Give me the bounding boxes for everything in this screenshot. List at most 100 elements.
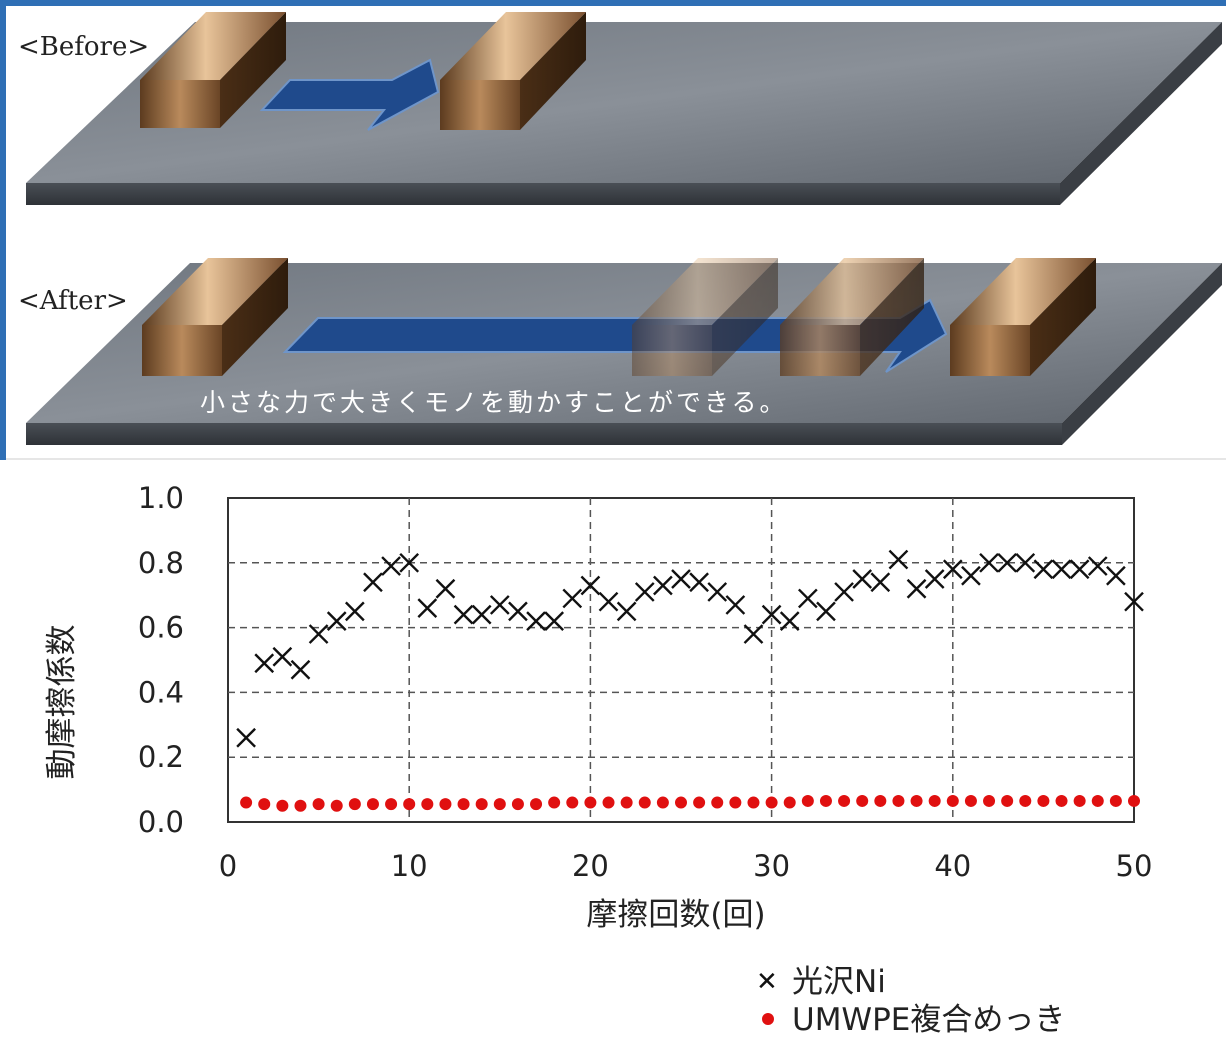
data-point-umwpe (385, 798, 398, 811)
data-point-ni (526, 611, 546, 631)
after-block-ghost-2 (780, 258, 924, 376)
data-point-ni (997, 552, 1018, 573)
data-point-umwpe (838, 794, 851, 807)
divider (6, 458, 1226, 460)
data-point-ni (653, 575, 673, 596)
data-point-ni (1033, 559, 1054, 580)
x-tick-label: 0 (219, 849, 237, 883)
x-axis-label: 摩擦回数(回) (586, 897, 765, 933)
data-point-umwpe (928, 794, 941, 807)
data-point-ni (834, 582, 854, 602)
data-point-ni (924, 569, 945, 589)
data-point-umwpe (258, 798, 271, 811)
data-point-umwpe (1055, 794, 1068, 807)
legend: ✕ 光沢Ni UMWPE複合めっき (756, 964, 1065, 1038)
data-point-ni (254, 653, 275, 674)
data-point-ni (381, 556, 401, 576)
data-point-umwpe (946, 794, 959, 807)
frame-left (0, 0, 6, 460)
data-point-ni (344, 601, 365, 622)
data-point-ni (1069, 559, 1090, 580)
data-point-ni (580, 575, 601, 596)
data-point-ni (1106, 565, 1126, 586)
data-point-umwpe (711, 796, 724, 809)
y-axis-label: 動摩擦係数 (44, 625, 80, 780)
data-point-ni (508, 601, 528, 622)
data-point-umwpe (765, 796, 778, 809)
data-point-ni (888, 549, 909, 570)
data-point-umwpe (421, 798, 434, 811)
data-point-ni (1051, 559, 1072, 580)
y-tick-label: 0.6 (138, 611, 184, 645)
data-point-umwpe (602, 796, 615, 809)
data-point-ni (435, 578, 456, 599)
data-point-ni (1015, 552, 1036, 573)
data-point-umwpe (1037, 794, 1050, 807)
after-block-start (142, 258, 288, 376)
illustration-caption: 小さな力で大きくモノを動かすことができる。 (200, 388, 788, 417)
data-point-umwpe (656, 796, 669, 809)
plot-area (227, 497, 1135, 823)
data-point-ni (308, 624, 329, 644)
data-point-ni (544, 611, 565, 631)
data-point-umwpe (964, 794, 977, 807)
data-point-umwpe (276, 799, 289, 812)
data-point-umwpe (1073, 794, 1086, 807)
data-point-ni (816, 601, 836, 622)
y-tick-label: 0.0 (138, 805, 184, 839)
x-tick-label: 30 (753, 849, 790, 883)
data-point-ni (961, 565, 981, 586)
data-point-umwpe (294, 799, 307, 812)
data-point-umwpe (457, 798, 470, 811)
x-tick-labels: 0 10 20 30 40 50 (219, 849, 1153, 883)
legend-marker-umwpe (762, 1013, 774, 1025)
after-label: <After> (18, 286, 128, 316)
data-point-ni (453, 604, 474, 625)
data-point-umwpe (348, 798, 361, 811)
data-point-umwpe (1091, 794, 1104, 807)
before-plate (26, 22, 1222, 205)
data-point-ni (598, 591, 619, 612)
data-point-ni (779, 611, 800, 631)
legend-marker-ni: ✕ (756, 967, 778, 997)
data-point-umwpe (638, 796, 651, 809)
series-umwpe (240, 794, 1140, 812)
data-point-ni (562, 588, 583, 609)
data-point-ni (942, 559, 963, 580)
data-point-umwpe (1019, 794, 1032, 807)
data-point-umwpe (548, 796, 561, 809)
x-tick-label: 50 (1116, 849, 1153, 883)
data-point-umwpe (511, 798, 524, 811)
data-point-ni (326, 611, 347, 631)
before-block-end (440, 12, 586, 130)
after-block-ghost-1 (632, 258, 778, 376)
y-tick-labels: 0.0 0.2 0.4 0.6 0.8 1.0 (138, 481, 184, 839)
series-gloss-ni (236, 549, 1144, 748)
data-point-umwpe (439, 798, 452, 811)
data-point-umwpe (1001, 794, 1014, 807)
data-point-ni (852, 569, 873, 589)
data-point-ni (290, 659, 311, 680)
data-point-ni (471, 604, 492, 625)
data-point-umwpe (801, 794, 814, 807)
data-point-umwpe (729, 796, 742, 809)
y-tick-label: 1.0 (138, 481, 184, 515)
data-point-ni (272, 646, 293, 667)
data-point-umwpe (1109, 794, 1122, 807)
data-point-umwpe (530, 798, 543, 811)
data-point-umwpe (566, 796, 579, 809)
after-arrow (282, 298, 948, 373)
data-point-ni (979, 552, 999, 573)
data-point-umwpe (983, 794, 996, 807)
data-point-umwpe (403, 798, 416, 811)
data-point-ni (616, 601, 637, 622)
friction-illustration: <Before> <After> 小さな力で大きくモノを動かすことができる。 (0, 0, 1226, 460)
x-tick-label: 10 (391, 849, 428, 883)
y-tick-label: 0.2 (138, 740, 184, 774)
after-block-end (950, 258, 1096, 376)
data-point-umwpe (366, 798, 379, 811)
data-point-umwpe (620, 796, 633, 809)
data-point-umwpe (330, 799, 343, 812)
data-point-ni (1124, 591, 1144, 612)
data-point-umwpe (910, 794, 923, 807)
